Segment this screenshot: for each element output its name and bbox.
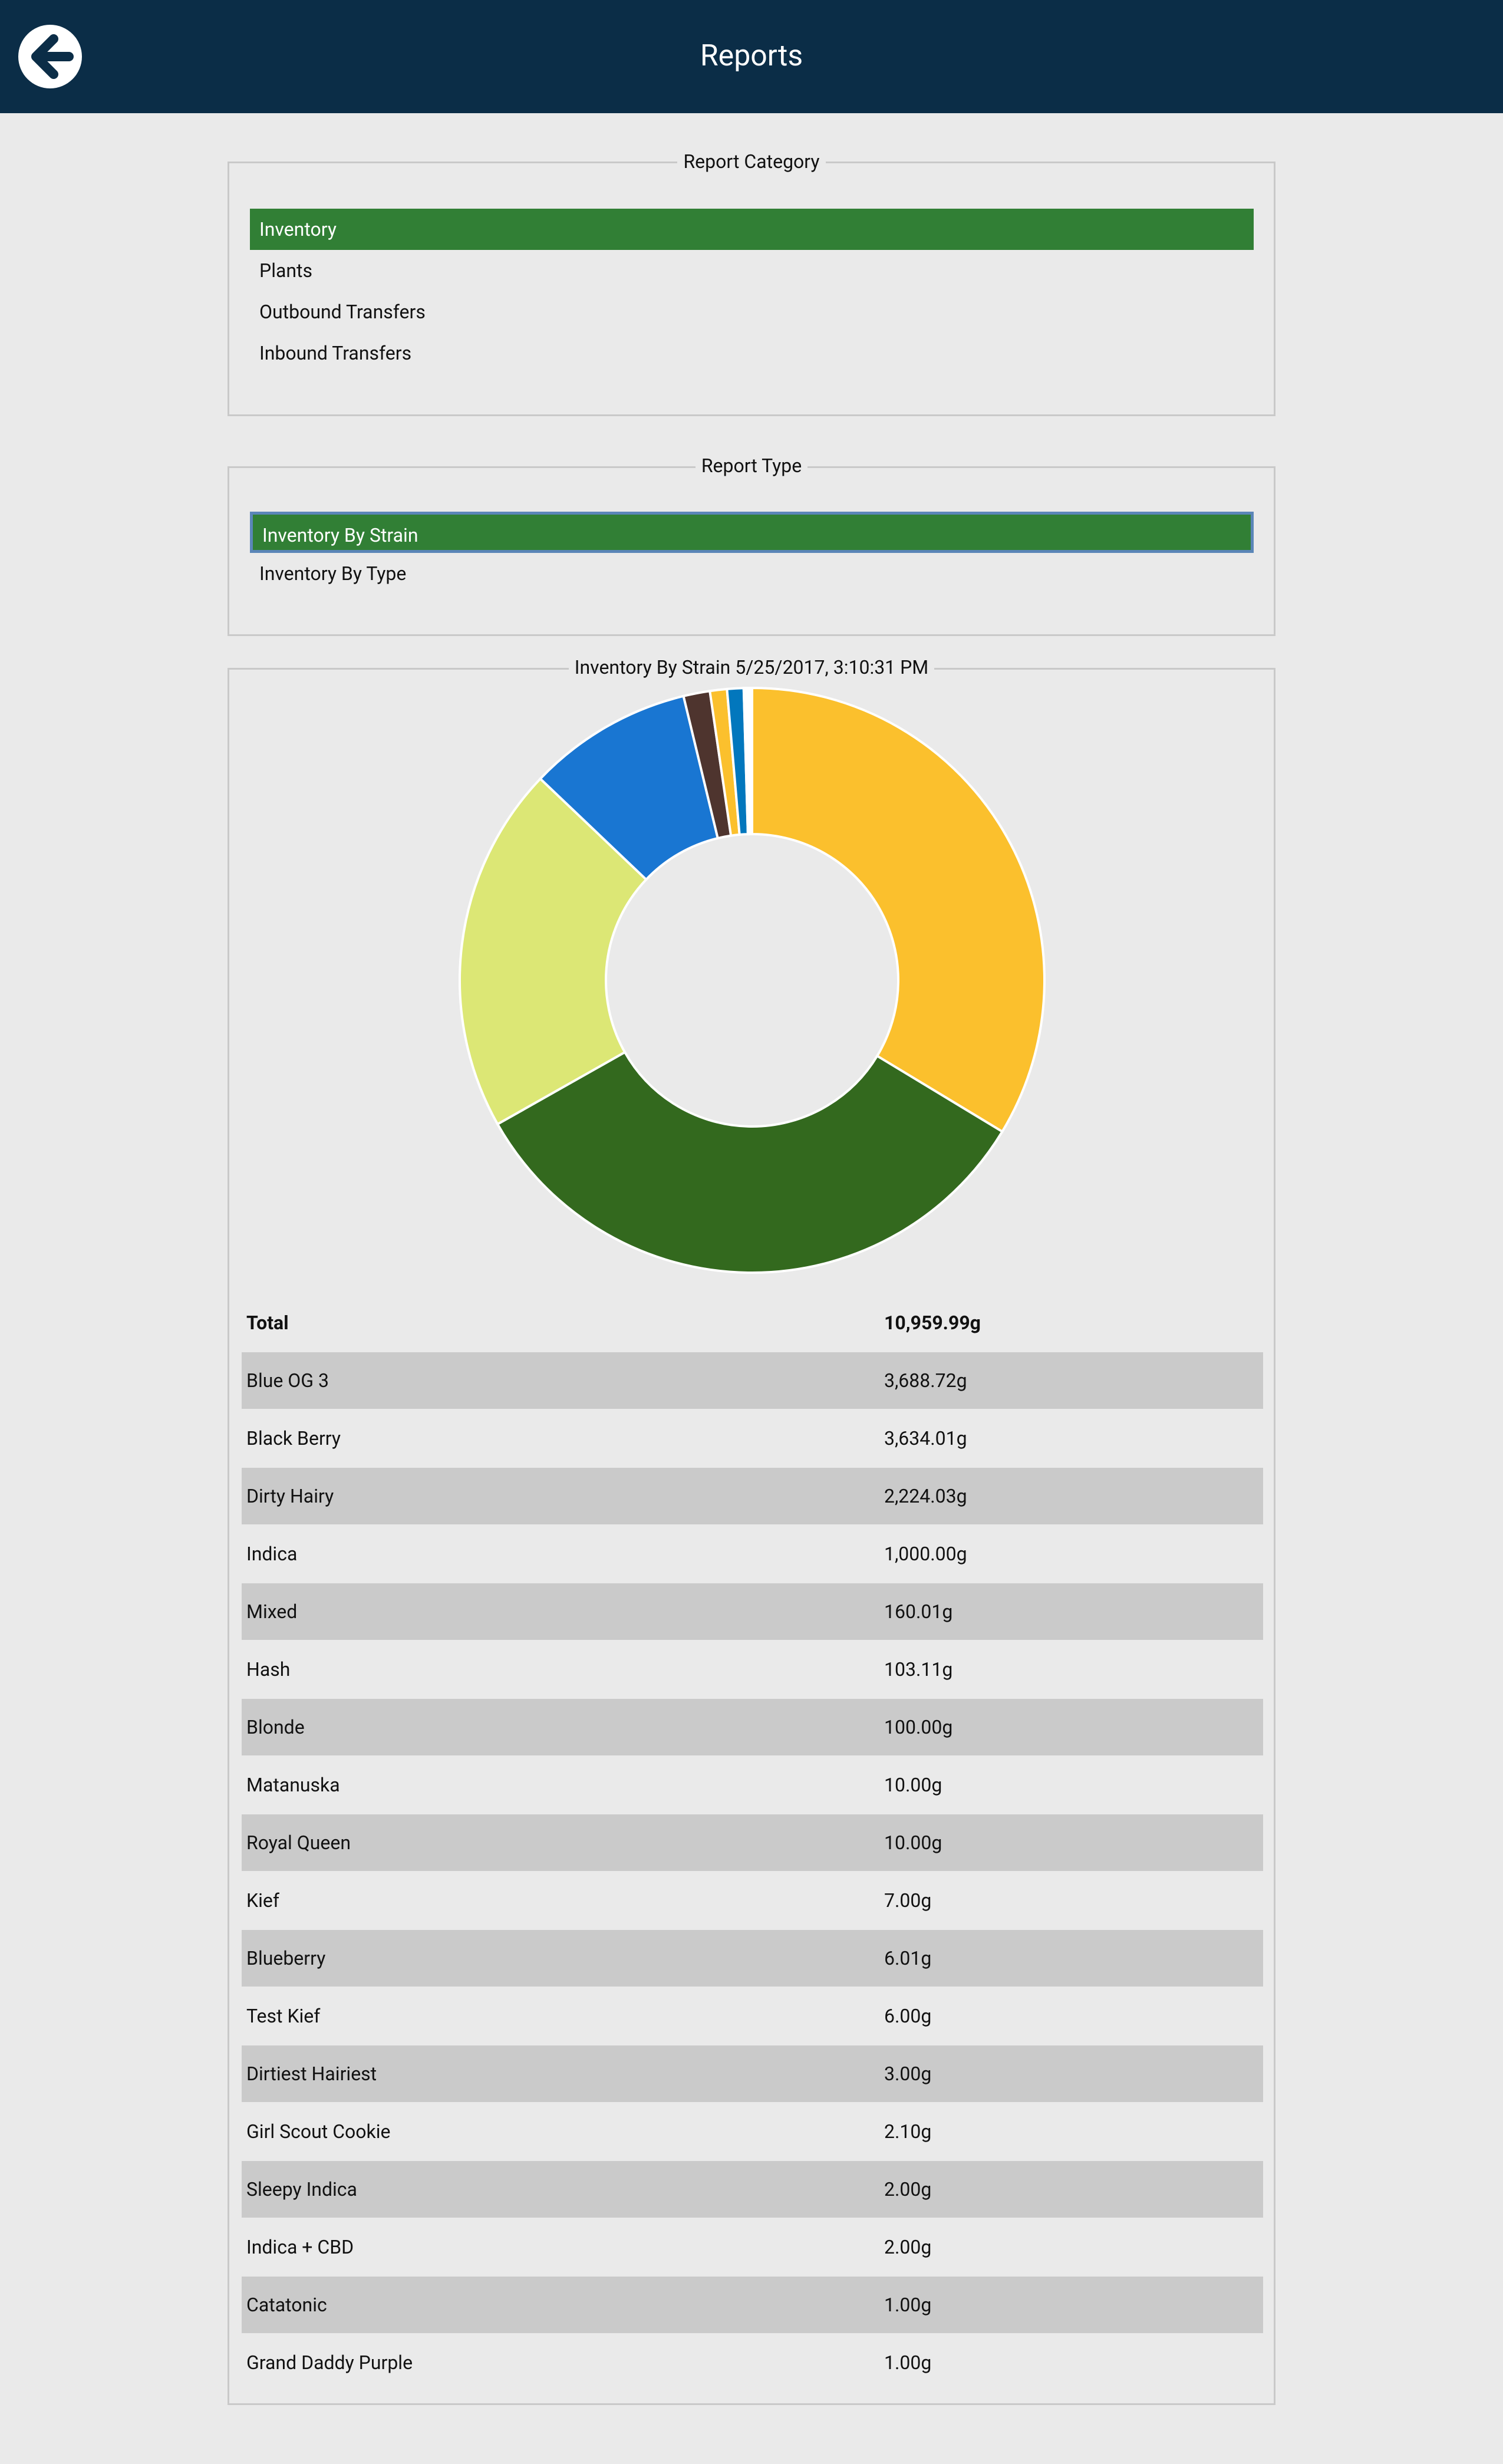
donut-slice [751,686,1046,1134]
strain-name: Mixed [246,1600,298,1623]
table-row: Grand Daddy Purple 1.00g [242,2334,1263,2391]
strain-amount: 3,688.72g [884,1369,967,1392]
strain-amount: 6.01g [884,1947,932,1969]
table-row: Mixed 160.01g [242,1583,1263,1640]
strain-amount: 100.00g [884,1716,953,1738]
strain-name: Black Berry [246,1427,341,1450]
strain-amount: 160.01g [884,1600,953,1623]
table-row: Hash 103.11g [242,1641,1263,1698]
strain-amount: 3,634.01g [884,1427,967,1450]
legend: Inventory By Strain 5/25/2017, 3:10:31 P… [0,656,1503,678]
table-row: Black Berry 3,634.01g [242,1410,1263,1467]
strain-amount: 1.00g [884,2351,932,2374]
table-row: Sleepy Indica 2.00g [242,2161,1263,2218]
strain-amount: 7.00g [884,1889,932,1912]
strain-amount: 3.00g [884,2063,932,2085]
table-row: Royal Queen 10.00g [242,1814,1263,1871]
strain-name: Blue OG 3 [246,1369,329,1392]
total-label: Total [246,1312,289,1334]
table-row: Blueberry 6.01g [242,1930,1263,1987]
table-row: Test Kief 6.00g [242,1988,1263,2044]
table-row: Dirty Hairy 2,224.03g [242,1468,1263,1524]
strain-name: Dirty Hairy [246,1485,334,1507]
strain-name: Blueberry [246,1947,326,1969]
back-button[interactable] [17,24,83,90]
strain-amount: 2.00g [884,2178,932,2201]
legend-text: Report Category [677,150,826,173]
table-row: Dirtiest Hairiest 3.00g [242,2045,1263,2102]
list-item[interactable]: Outbound Transfers [259,301,426,323]
strain-amount: 1.00g [884,2294,932,2316]
strain-name: Hash [246,1658,291,1681]
strain-amount: 2.00g [884,2236,932,2258]
strain-name: Blonde [246,1716,305,1738]
table-row: Blonde 100.00g [242,1699,1263,1755]
strain-amount: 2,224.03g [884,1485,967,1507]
strain-name: Dirtiest Hairiest [246,2063,377,2085]
strain-name: Sleepy Indica [246,2178,357,2201]
chart-title: Inventory By Strain 5/25/2017, 3:10:31 P… [568,656,935,678]
strain-name: Girl Scout Cookie [246,2120,391,2143]
strain-amount: 10.00g [884,1831,942,1854]
donut-slice [496,1050,1004,1274]
legend: Report Category [0,150,1503,173]
strain-name: Catatonic [246,2294,327,2316]
table-row: Blue OG 3 3,688.72g [242,1352,1263,1409]
legend-text: Report Type [695,454,808,477]
strain-name: Kief [246,1889,279,1912]
total-row: Total 10,959.99g [242,1294,1263,1351]
header [0,0,1503,113]
strain-amount: 103.11g [884,1658,953,1681]
list-item[interactable]: Inbound Transfers [259,342,412,364]
total-value: 10,959.99g [884,1312,981,1334]
strain-name: Royal Queen [246,1831,351,1854]
list-item[interactable]: Inventory By Type [259,562,407,585]
donut-chart [459,686,1046,1274]
strain-name: Indica + CBD [246,2236,354,2258]
strain-amount: 6.00g [884,2005,932,2027]
table-row: Indica 1,000.00g [242,1526,1263,1582]
strain-name: Indica [246,1543,298,1565]
strain-amount: 2.10g [884,2120,932,2143]
table-row: Kief 7.00g [242,1872,1263,1929]
table-row: Catatonic 1.00g [242,2277,1263,2333]
list-item[interactable]: Inventory By Strain [250,512,1254,553]
donut-slice [538,694,720,881]
strain-amount: 1,000.00g [884,1543,967,1565]
strain-name: Grand Daddy Purple [246,2351,413,2374]
strain-amount: 10.00g [884,1774,942,1796]
table-row: Girl Scout Cookie 2.10g [242,2103,1263,2160]
legend: Report Type [0,454,1503,477]
donut-slice [459,777,648,1126]
header-title: Reports [700,39,803,73]
list-item[interactable]: Inventory [250,209,1254,250]
strain-name: Matanuska [246,1774,340,1796]
list-item[interactable]: Plants [259,259,313,282]
table-row: Matanuska 10.00g [242,1757,1263,1813]
strain-name: Test Kief [246,2005,321,2027]
table-row: Indica + CBD 2.00g [242,2219,1263,2275]
